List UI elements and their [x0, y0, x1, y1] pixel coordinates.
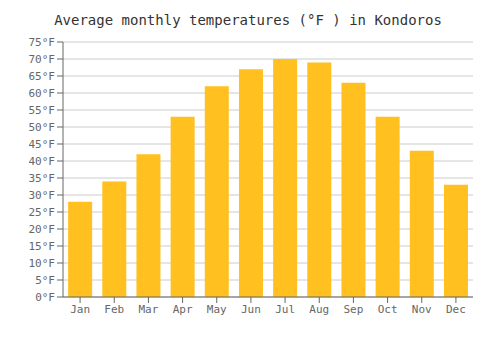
- svg-text:55°F: 55°F: [29, 104, 56, 117]
- svg-text:Jan: Jan: [70, 303, 90, 316]
- svg-text:45°F: 45°F: [29, 138, 56, 151]
- svg-text:40°F: 40°F: [29, 155, 56, 168]
- svg-text:35°F: 35°F: [29, 172, 56, 185]
- svg-text:25°F: 25°F: [29, 206, 56, 219]
- svg-text:0°F: 0°F: [35, 291, 55, 304]
- svg-text:65°F: 65°F: [29, 70, 56, 83]
- svg-text:60°F: 60°F: [29, 87, 56, 100]
- svg-text:Feb: Feb: [104, 303, 124, 316]
- svg-text:70°F: 70°F: [29, 53, 56, 66]
- svg-text:Mar: Mar: [138, 303, 158, 316]
- svg-text:30°F: 30°F: [29, 189, 56, 202]
- svg-text:Apr: Apr: [173, 303, 193, 316]
- svg-text:Dec: Dec: [446, 303, 466, 316]
- html-text:Average monthly temperatures (: Average monthly temperatures (°F ) in Ko…: [54, 12, 442, 28]
- svg-text:10°F: 10°F: [29, 257, 56, 270]
- svg-text:5°F: 5°F: [35, 274, 55, 287]
- svg-text:Sep: Sep: [343, 303, 363, 316]
- svg-text:May: May: [207, 303, 227, 316]
- svg-text:75°F: 75°F: [29, 36, 56, 49]
- svg-text:Aug: Aug: [309, 303, 329, 316]
- svg-text:Oct: Oct: [378, 303, 398, 316]
- svg-text:20°F: 20°F: [29, 223, 56, 236]
- svg-text:15°F: 15°F: [29, 240, 56, 253]
- svg-text:Jun: Jun: [241, 303, 261, 316]
- svg-text:50°F: 50°F: [29, 121, 56, 134]
- svg-text:Nov: Nov: [412, 303, 432, 316]
- svg-text:Jul: Jul: [275, 303, 295, 316]
